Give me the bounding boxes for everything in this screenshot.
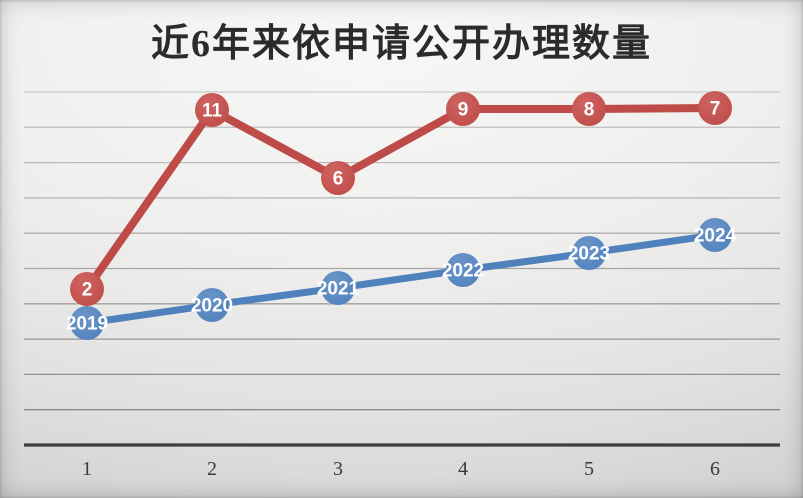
counts-series-red-line	[83, 104, 719, 293]
years-series-blue-marker	[446, 253, 480, 287]
counts-series-red-point-label: 7	[710, 99, 721, 120]
counts-series-red-marker	[195, 93, 229, 127]
counts-series-red-point-label: 9	[458, 100, 469, 121]
years-series-blue-marker	[70, 306, 104, 340]
counts-series-red-point-label: 8	[584, 100, 595, 121]
x-axis-tick-label: 5	[584, 458, 594, 480]
years-series-blue-point-label: 2022	[442, 261, 484, 282]
years-series-blue-marker	[195, 288, 229, 322]
counts-series-red-point-label: 6	[333, 169, 344, 190]
counts-series-red-marker	[321, 161, 355, 195]
years-series-blue-marker	[321, 271, 355, 305]
counts-series-red-marker	[446, 92, 480, 126]
x-axis-tick-label: 6	[710, 458, 720, 480]
x-axis-tick-label: 3	[333, 458, 343, 480]
years-series-blue-point-label: 2019	[66, 314, 108, 335]
years-series-blue-point-label: 2021	[317, 279, 360, 300]
years-series-blue-marker	[698, 218, 732, 252]
x-axis-tick-label: 4	[458, 458, 468, 480]
years-series-blue-line	[83, 231, 719, 327]
years-series-blue-point-label: 2020	[191, 296, 233, 317]
chart-title: 近6年来依申请公开办理数量	[150, 23, 652, 65]
x-axis-tick-label: 1	[82, 458, 92, 480]
years-series-blue-point-label: 2023	[568, 244, 610, 265]
counts-series-red-marker	[572, 92, 606, 126]
counts-series-red-point-label: 2	[82, 280, 93, 301]
counts-series-red-point-label: 11	[202, 101, 223, 122]
years-series-blue-marker	[572, 236, 606, 270]
counts-series-red-marker	[70, 272, 104, 306]
x-axis-tick-label: 2	[207, 458, 217, 480]
years-series-blue-point-label: 2024	[694, 226, 737, 247]
counts-series-red-marker	[698, 91, 732, 125]
